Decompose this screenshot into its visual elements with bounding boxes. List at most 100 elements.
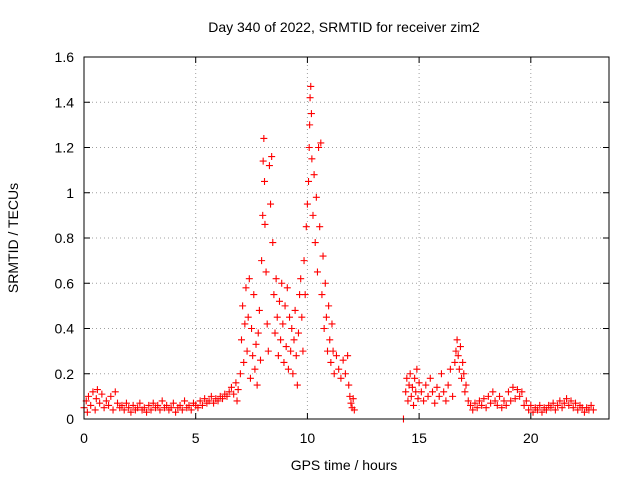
data-point — [236, 370, 244, 378]
data-point — [172, 408, 180, 416]
data-point — [404, 397, 412, 405]
data-point — [280, 358, 288, 366]
data-point — [107, 392, 115, 400]
data-point — [347, 399, 355, 407]
grid — [84, 57, 609, 419]
data-point — [258, 257, 266, 265]
data-point — [291, 306, 299, 314]
data-point — [154, 401, 162, 409]
data-point — [263, 320, 271, 328]
data-point — [268, 153, 276, 161]
data-point — [308, 155, 316, 163]
data-point — [473, 404, 481, 412]
data-point — [567, 397, 575, 405]
data-point — [456, 343, 464, 351]
data-point — [329, 347, 337, 355]
data-point — [194, 404, 202, 412]
data-point — [480, 395, 488, 403]
data-point — [134, 404, 142, 412]
data-point — [415, 379, 423, 387]
x-tick-label: 0 — [80, 430, 88, 446]
data-point — [328, 320, 336, 328]
data-point — [345, 381, 353, 389]
data-point — [102, 397, 110, 405]
data-point — [286, 313, 294, 321]
data-point — [349, 395, 357, 403]
data-point — [298, 313, 306, 321]
y-tick-label: 0 — [66, 411, 74, 427]
data-point — [302, 223, 310, 231]
data-point — [437, 370, 445, 378]
data-point — [496, 392, 504, 400]
data-point — [560, 399, 568, 407]
data-point — [223, 392, 231, 400]
y-axis-label: SRMTID / TECUs — [5, 183, 21, 293]
data-point — [516, 392, 524, 400]
data-point — [452, 347, 460, 355]
data-point — [319, 252, 327, 260]
x-tick-label: 5 — [192, 430, 200, 446]
data-point — [227, 383, 235, 391]
data-point — [109, 406, 117, 414]
data-point — [261, 220, 269, 228]
data-point — [289, 370, 297, 378]
data-point — [241, 320, 249, 328]
data-point — [250, 291, 258, 299]
data-point — [163, 401, 171, 409]
data-point — [120, 406, 128, 414]
data-point — [273, 313, 281, 321]
data-point — [414, 395, 422, 403]
data-point — [251, 365, 259, 373]
data-point — [426, 374, 434, 382]
data-point — [482, 404, 490, 412]
data-point — [547, 404, 555, 412]
data-point — [458, 374, 466, 382]
data-point — [239, 302, 247, 310]
data-point — [100, 404, 108, 412]
data-point — [511, 395, 519, 403]
data-point — [406, 370, 414, 378]
data-point — [140, 404, 148, 412]
data-point — [551, 406, 559, 414]
data-point — [230, 390, 238, 398]
data-point — [554, 401, 562, 409]
data-point — [287, 347, 295, 355]
data-point — [207, 392, 215, 400]
data-point — [111, 388, 119, 396]
data-point — [122, 399, 130, 407]
data-point — [325, 302, 333, 310]
data-point — [337, 374, 345, 382]
data-point — [478, 401, 486, 409]
data-point — [565, 401, 573, 409]
data-point — [574, 406, 582, 414]
data-point — [454, 352, 462, 360]
data-point — [274, 352, 282, 360]
data-point — [321, 279, 329, 287]
data-point — [244, 313, 252, 321]
data-point — [249, 352, 257, 360]
data-point — [431, 399, 439, 407]
y-tick-label: 1.4 — [55, 94, 75, 110]
data-point — [522, 397, 530, 405]
data-point — [156, 406, 164, 414]
y-tick-label: 1 — [66, 185, 74, 201]
data-point — [264, 347, 272, 355]
data-point — [303, 200, 311, 208]
data-point — [306, 94, 314, 102]
data-point — [246, 374, 254, 382]
data-point — [322, 313, 330, 321]
data-point — [225, 388, 233, 396]
data-point — [262, 268, 270, 276]
data-point — [297, 275, 305, 283]
data-point — [143, 408, 151, 416]
data-point — [315, 144, 323, 151]
x-tick-label: 10 — [300, 430, 316, 446]
data-point — [453, 336, 461, 344]
data-point — [265, 162, 273, 170]
data-point — [278, 279, 286, 287]
data-point — [196, 397, 204, 405]
data-point — [269, 239, 277, 247]
data-point — [293, 381, 301, 389]
data-point — [105, 401, 113, 409]
data-point — [118, 401, 126, 409]
